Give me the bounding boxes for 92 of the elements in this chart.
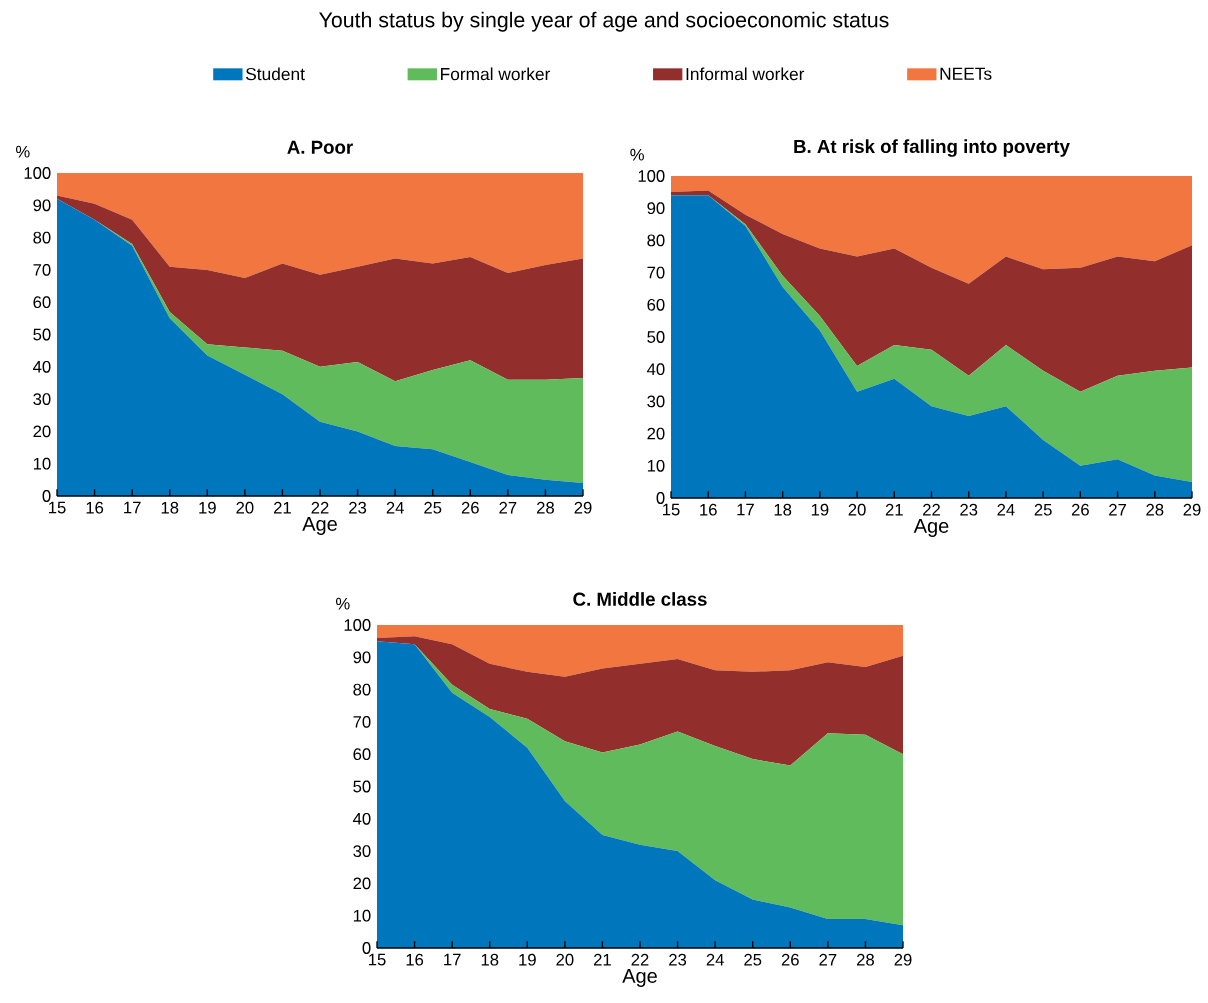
y-tick-label: 70 (353, 716, 371, 728)
x-tick-label: 16 (700, 503, 717, 516)
x-tick-label: 27 (1109, 503, 1126, 516)
x-tick-label: 26 (461, 501, 479, 514)
chart-title: C. Middle class (573, 592, 707, 606)
x-tick-label: 15 (369, 953, 386, 966)
legend-label: NEETs (940, 67, 992, 80)
y-tick-label: 0 (656, 492, 665, 504)
y-tick-label: 80 (647, 234, 665, 247)
x-tick-label: 17 (737, 503, 754, 516)
x-tick-label: 27 (819, 953, 837, 966)
legend-label: Formal worker (441, 67, 551, 81)
y-tick-label: 10 (353, 909, 371, 922)
text: Youth status by single year of age and socioeconomic status (319, 11, 889, 32)
y-tick-label: 20 (33, 425, 51, 438)
x-tick-label: 17 (444, 953, 461, 966)
y-tick-label: 80 (33, 231, 51, 244)
y-tick-label: 60 (647, 298, 665, 311)
x-tick-label: 16 (86, 501, 104, 514)
x-tick-label: 23 (960, 503, 978, 516)
x-tick-label: 18 (481, 953, 499, 966)
x-tick-label: 24 (997, 503, 1015, 516)
x-tick-label: 22 (311, 501, 329, 514)
x-tick-label: 19 (811, 503, 829, 516)
x-tick-label: 25 (1034, 503, 1052, 516)
x-tick-label: 29 (1183, 503, 1201, 516)
x-tick-label: 24 (386, 501, 404, 514)
x-tick-label: 20 (556, 953, 574, 966)
y-tick-label: 100 (24, 167, 51, 179)
y-tick-label: 60 (353, 748, 371, 761)
y-axis-title: % (335, 597, 350, 610)
x-tick-label: 15 (49, 501, 66, 514)
legend-label: Student (246, 67, 305, 81)
x-tick-label: 28 (857, 953, 874, 966)
legend-label: Informal worker (686, 67, 805, 81)
y-tick-label: 0 (42, 490, 51, 502)
x-tick-label: 20 (848, 503, 866, 516)
x-tick-label: 21 (885, 503, 903, 516)
x-tick-label: 26 (1071, 503, 1089, 516)
x-axis-title: Age (302, 516, 337, 535)
y-tick-label: 50 (353, 780, 371, 793)
y-tick-label: 20 (353, 877, 371, 890)
y-tick-label: 30 (33, 393, 51, 405)
x-tick-label: 19 (199, 501, 216, 514)
y-tick-label: 30 (647, 395, 665, 408)
y-tick-label: 30 (353, 845, 371, 857)
y-tick-label: 60 (33, 296, 51, 309)
y-tick-label: 70 (33, 264, 51, 276)
x-tick-label: 17 (124, 501, 141, 514)
y-tick-label: 40 (353, 812, 371, 825)
y-tick-label: 90 (647, 202, 665, 215)
y-tick-label: 80 (353, 683, 371, 696)
y-tick-label: 10 (647, 459, 665, 472)
x-tick-label: 25 (424, 501, 442, 514)
y-tick-label: 100 (638, 170, 665, 182)
x-tick-label: 25 (744, 953, 762, 966)
chart-title: A. Poor (287, 140, 353, 154)
x-axis-title: Age (622, 968, 657, 987)
y-tick-label: 90 (33, 199, 51, 212)
x-tick-label: 26 (781, 953, 799, 966)
x-tick-label: 18 (161, 501, 179, 514)
x-tick-label: 27 (499, 501, 517, 514)
y-axis-title: % (630, 148, 644, 161)
y-tick-label: 50 (647, 331, 665, 343)
x-tick-label: 28 (1146, 503, 1164, 516)
y-tick-label: 50 (33, 328, 51, 341)
y-tick-label: 70 (647, 266, 665, 279)
y-tick-label: 100 (344, 619, 371, 631)
x-tick-label: 28 (537, 501, 554, 514)
x-tick-label: 16 (406, 953, 424, 966)
x-tick-label: 21 (594, 953, 611, 966)
x-tick-label: 22 (631, 953, 649, 966)
y-tick-label: 10 (33, 457, 51, 470)
x-tick-label: 29 (574, 501, 592, 514)
x-tick-label: 18 (774, 503, 792, 516)
y-axis-title: % (15, 145, 30, 158)
y-tick-label: 90 (353, 651, 371, 664)
chart-title: B. At risk of falling into poverty (794, 139, 1070, 157)
y-tick-label: 20 (647, 427, 665, 440)
x-tick-label: 22 (923, 503, 940, 516)
x-tick-label: 24 (706, 953, 724, 966)
x-tick-label: 29 (894, 953, 912, 966)
x-tick-label: 20 (236, 501, 254, 514)
x-tick-label: 23 (669, 953, 687, 966)
y-tick-label: 0 (362, 942, 371, 954)
y-tick-label: 40 (33, 360, 51, 373)
x-tick-label: 19 (519, 953, 536, 966)
y-tick-label: 40 (647, 363, 665, 376)
x-axis-title: Age (913, 518, 949, 537)
x-tick-label: 23 (349, 501, 367, 514)
x-tick-label: 15 (663, 503, 680, 516)
x-tick-label: 21 (274, 501, 291, 514)
